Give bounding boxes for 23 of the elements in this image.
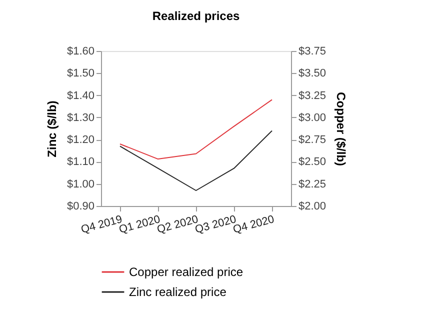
y-axis-title: Zinc ($/lb)	[44, 100, 59, 158]
y2-tick-label: $3.25	[298, 90, 326, 102]
y-tick-label: $1.00	[66, 178, 94, 190]
chart-title: Realized prices	[152, 9, 240, 23]
y2-tick-label: $2.50	[298, 156, 326, 168]
y-tick-label: $1.40	[66, 90, 94, 102]
y-tick-label: $0.90	[66, 200, 94, 212]
y2-tick-label: $3.00	[298, 112, 326, 124]
legend-label: Zinc realized price	[129, 285, 227, 299]
y2-tick-label: $2.75	[298, 134, 326, 146]
y2-tick-label: $2.00	[298, 200, 326, 212]
y-tick-label: $1.50	[66, 68, 94, 80]
y2-tick-label: $2.25	[298, 178, 326, 190]
y-tick-label: $1.10	[66, 156, 94, 168]
y2-tick-label: $3.75	[298, 46, 326, 58]
legend-label: Copper realized price	[129, 265, 244, 279]
y-tick-label: $1.60	[66, 46, 94, 58]
y-tick-label: $1.30	[66, 112, 94, 124]
y2-tick-label: $3.50	[298, 68, 326, 80]
line-series	[120, 99, 272, 160]
line-series	[120, 130, 272, 191]
y-tick-label: $1.20	[66, 134, 94, 146]
y2-axis-title: Copper ($/lb)	[334, 92, 348, 166]
